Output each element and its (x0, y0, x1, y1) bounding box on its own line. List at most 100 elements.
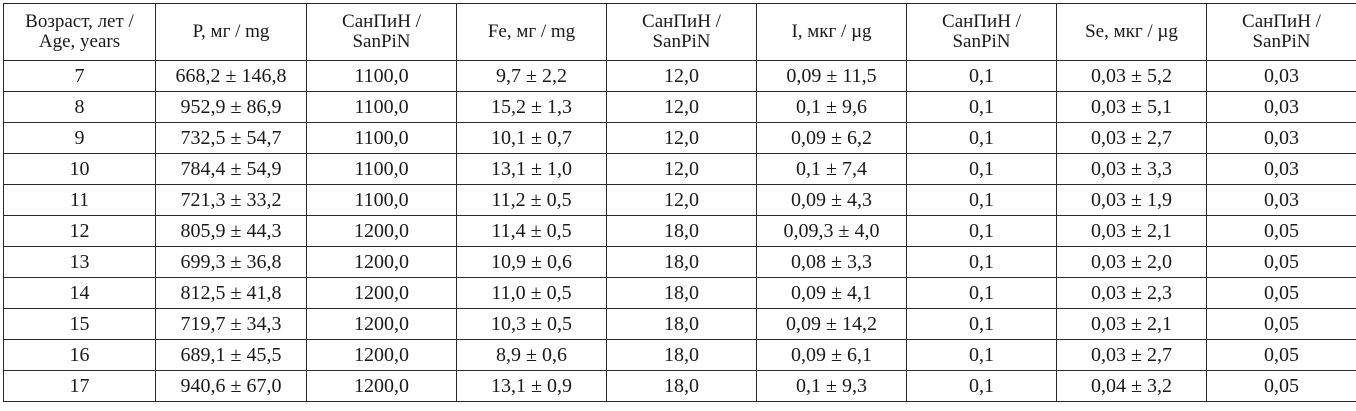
table-cell: 784,4 ± 54,9 (155, 153, 307, 185)
table-cell: 0,05 (1206, 308, 1356, 340)
table-cell: 668,2 ± 146,8 (155, 60, 307, 92)
table-cell: 12,0 (606, 153, 757, 185)
table-cell: 7 (3, 60, 156, 92)
table-cell: 0,03 ± 2,3 (1056, 277, 1207, 309)
table-cell: 9,7 ± 2,2 (456, 60, 607, 92)
table-cell: 952,9 ± 86,9 (155, 91, 307, 123)
table-cell: 0,03 (1206, 91, 1356, 123)
table-cell: 0,09 ± 6,2 (756, 122, 907, 154)
table-cell: 0,09 ± 6,1 (756, 339, 907, 371)
header-line: СанПиН / (942, 11, 1021, 32)
table-cell: 11,2 ± 0,5 (456, 184, 607, 216)
table-cell: 0,03 ± 2,7 (1056, 339, 1207, 371)
table-cell: 0,09 ± 4,1 (756, 277, 907, 309)
table-cell: 0,1 (906, 339, 1057, 371)
table-cell: 0,1 (906, 215, 1057, 247)
table-cell: 18,0 (606, 308, 757, 340)
table-body: 7 668,2 ± 146,8 1100,0 9,7 ± 2,2 12,0 0,09 ± … (3, 60, 1356, 402)
table-cell: 0,1 ± 7,4 (756, 153, 907, 185)
header-line: P, мг / mg (192, 21, 270, 42)
table-cell: 14 (3, 277, 156, 309)
table-cell: 0,1 ± 9,6 (756, 91, 907, 123)
table-cell: 1200,0 (306, 246, 457, 278)
table-cell: 1200,0 (306, 339, 457, 371)
header-line: Se, мкг / µg (1085, 21, 1178, 42)
table-cell: 13,1 ± 1,0 (456, 153, 607, 185)
table-cell: 0,09,3 ± 4,0 (756, 215, 907, 247)
table-cell: 1100,0 (306, 184, 457, 216)
table-cell: 16 (3, 339, 156, 371)
table-cell: 18,0 (606, 277, 757, 309)
table-cell: 18,0 (606, 215, 757, 247)
header-line: СанПиН / (342, 11, 421, 32)
table-cell: 0,03 ± 5,2 (1056, 60, 1207, 92)
table-cell: 8,9 ± 0,6 (456, 339, 607, 371)
header-cell-iron: Fe, мг / mg (456, 3, 607, 61)
table-row: 8 952,9 ± 86,9 1100,0 15,2 ± 1,3 12,0 0,1 ± 9… (3, 91, 1356, 123)
table-cell: 1100,0 (306, 91, 457, 123)
table-cell: 0,1 (906, 122, 1057, 154)
table-cell: 0,03 ± 2,7 (1056, 122, 1207, 154)
header-cell-phosphorus: P, мг / mg (155, 3, 307, 61)
header-cell-sanpin-selenium: СанПиН / SanPiN (1206, 3, 1356, 61)
table-cell: 940,6 ± 67,0 (155, 370, 307, 402)
table-row: 13 699,3 ± 36,8 1200,0 10,9 ± 0,6 18,0 0,08 ±… (3, 246, 1356, 278)
table-cell: 18,0 (606, 370, 757, 402)
table-cell: 8 (3, 91, 156, 123)
header-line: I, мкг / µg (791, 21, 872, 42)
table-cell: 1100,0 (306, 60, 457, 92)
header-cell-iodine: I, мкг / µg (756, 3, 907, 61)
table-row: 14 812,5 ± 41,8 1200,0 11,0 ± 0,5 18,0 0,09 ±… (3, 277, 1356, 309)
table-cell: 719,7 ± 34,3 (155, 308, 307, 340)
table-cell: 0,03 ± 2,1 (1056, 215, 1207, 247)
table-cell: 0,03 (1206, 153, 1356, 185)
table-cell: 0,1 (906, 246, 1057, 278)
table-cell: 0,05 (1206, 246, 1356, 278)
table-cell: 0,03 ± 1,9 (1056, 184, 1207, 216)
header-line: Возраст, лет / (25, 11, 134, 32)
table-cell: 0,05 (1206, 339, 1356, 371)
table-row: 15 719,7 ± 34,3 1200,0 10,3 ± 0,5 18,0 0,09 ±… (3, 308, 1356, 340)
table-cell: 0,1 (906, 153, 1057, 185)
table-cell: 1100,0 (306, 122, 457, 154)
table-cell: 10,3 ± 0,5 (456, 308, 607, 340)
table-cell: 0,1 (906, 91, 1057, 123)
table-cell: 0,09 ± 14,2 (756, 308, 907, 340)
header-cell-sanpin-iodine: СанПиН / SanPiN (906, 3, 1057, 61)
table-row: 7 668,2 ± 146,8 1100,0 9,7 ± 2,2 12,0 0,09 ± … (3, 60, 1356, 92)
table-cell: 0,09 ± 4,3 (756, 184, 907, 216)
header-line: Fe, мг / mg (487, 21, 576, 42)
table-cell: 0,03 (1206, 122, 1356, 154)
table-cell: 0,05 (1206, 370, 1356, 402)
table-cell: 15 (3, 308, 156, 340)
table-cell: 721,3 ± 33,2 (155, 184, 307, 216)
table-cell: 0,03 ± 2,0 (1056, 246, 1207, 278)
table-cell: 12 (3, 215, 156, 247)
header-line: SanPiN (1252, 31, 1311, 52)
header-cell-sanpin-phosphorus: СанПиН / SanPiN (306, 3, 457, 61)
header-row: Возраст, лет / Age, years P, мг / mg Сан… (3, 3, 1356, 61)
table-cell: 15,2 ± 1,3 (456, 91, 607, 123)
table-cell: 0,03 (1206, 60, 1356, 92)
table-cell: 0,03 (1206, 184, 1356, 216)
table-cell: 805,9 ± 44,3 (155, 215, 307, 247)
table-row: 11 721,3 ± 33,2 1100,0 11,2 ± 0,5 12,0 0,09 ±… (3, 184, 1356, 216)
header-line: SanPiN (352, 31, 411, 52)
table-cell: 0,03 ± 3,3 (1056, 153, 1207, 185)
table-cell: 1200,0 (306, 370, 457, 402)
table-cell: 1200,0 (306, 215, 457, 247)
table-cell: 11,4 ± 0,5 (456, 215, 607, 247)
nutrient-table: Возраст, лет / Age, years P, мг / mg Сан… (3, 3, 1356, 402)
header-cell-sanpin-iron: СанПиН / SanPiN (606, 3, 757, 61)
table-cell: 812,5 ± 41,8 (155, 277, 307, 309)
table-cell: 0,1 ± 9,3 (756, 370, 907, 402)
table-cell: 12,0 (606, 91, 757, 123)
table-cell: 1200,0 (306, 277, 457, 309)
table-cell: 1100,0 (306, 153, 457, 185)
table-cell: 699,3 ± 36,8 (155, 246, 307, 278)
table-cell: 18,0 (606, 246, 757, 278)
header-line: СанПиН / (642, 11, 721, 32)
table-row: 9 732,5 ± 54,7 1100,0 10,1 ± 0,7 12,0 0,09 ± … (3, 122, 1356, 154)
table-cell: 689,1 ± 45,5 (155, 339, 307, 371)
table-cell: 12,0 (606, 60, 757, 92)
